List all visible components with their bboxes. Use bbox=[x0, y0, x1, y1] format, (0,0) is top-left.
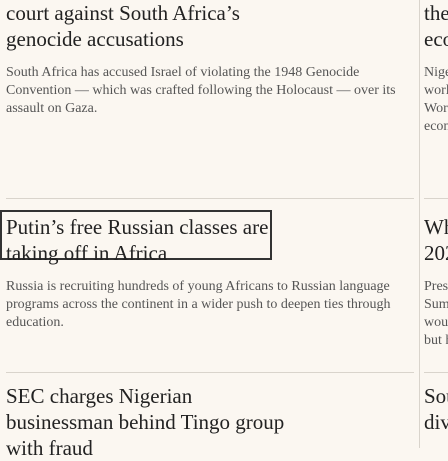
headline-line[interactable]: Putin’s free Russian classes are bbox=[6, 215, 269, 239]
headline-line[interactable]: taking off in Africa bbox=[6, 241, 168, 265]
focus-outline bbox=[0, 210, 272, 260]
side-story-headline[interactable]: the bbox=[424, 1, 448, 25]
side-story-summary-line: Worl bbox=[424, 101, 448, 116]
headline-line[interactable]: SEC charges Nigerian bbox=[6, 384, 193, 408]
headline-line[interactable]: businessman behind Tingo group bbox=[6, 410, 285, 434]
side-story-summary-line: Niger bbox=[424, 65, 448, 80]
story-headline[interactable]: Putin’s free Russian classes are taking … bbox=[6, 214, 414, 266]
column-divider bbox=[419, 0, 420, 448]
side-news-column: the eco Niger worl Worl econ Wh 202 Pres… bbox=[424, 0, 448, 448]
headline-line[interactable]: with fraud bbox=[6, 436, 93, 460]
side-story-summary-line: Presi bbox=[424, 279, 448, 294]
news-story-putin[interactable]: Putin’s free Russian classes are taking … bbox=[6, 214, 414, 332]
news-story-genocide[interactable]: court against South Africa’s genocide ac… bbox=[6, 0, 414, 118]
side-story-summary-line: Sumi bbox=[424, 297, 448, 312]
news-story-sec[interactable]: SEC charges Nigerian businessman behind … bbox=[6, 383, 414, 461]
story-divider bbox=[6, 372, 414, 373]
story-headline[interactable]: court against South Africa’s genocide ac… bbox=[6, 0, 414, 52]
side-story-headline[interactable]: eco bbox=[424, 27, 448, 51]
side-divider bbox=[424, 198, 448, 199]
story-summary: South Africa has accused Israel of viola… bbox=[6, 65, 396, 116]
headline-line[interactable]: court against South Africa’s bbox=[6, 1, 240, 25]
side-story-headline[interactable]: divi bbox=[424, 410, 448, 434]
side-story-summary-line: woul bbox=[424, 315, 448, 330]
side-divider bbox=[424, 372, 448, 373]
story-summary: Russia is recruiting hundreds of young A… bbox=[6, 279, 391, 330]
side-story-summary-line: but h bbox=[424, 333, 448, 348]
side-story-headline[interactable]: Sou bbox=[424, 384, 448, 408]
side-story-headline[interactable]: Wh bbox=[424, 215, 448, 239]
story-headline[interactable]: SEC charges Nigerian businessman behind … bbox=[6, 383, 414, 461]
side-story-summary-line: econ bbox=[424, 119, 448, 134]
side-story-headline[interactable]: 202 bbox=[424, 241, 448, 265]
story-divider bbox=[6, 198, 414, 199]
side-story-summary-line: worl bbox=[424, 83, 448, 98]
headline-line[interactable]: genocide accusations bbox=[6, 27, 184, 51]
